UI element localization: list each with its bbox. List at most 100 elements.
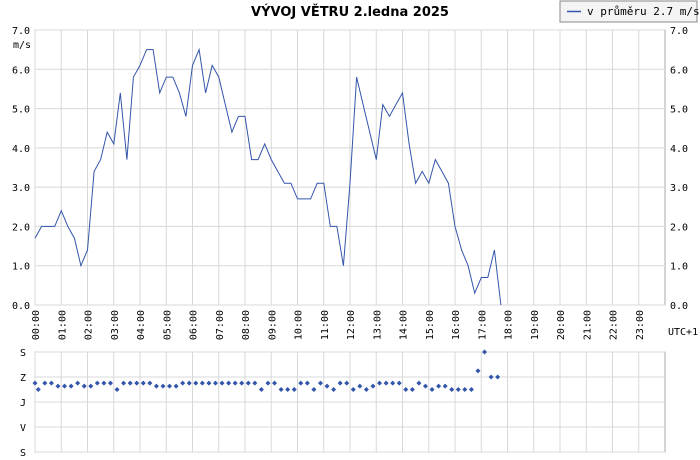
direction-point [232,380,238,386]
x-tick-label: 03:00 [110,310,121,340]
x-tick-label: 02:00 [84,310,95,340]
direction-point [377,380,383,386]
x-tick-label: 20:00 [556,310,567,340]
direction-point [265,380,271,386]
x-tick-label: 01:00 [57,310,68,340]
direction-point [32,380,38,386]
direction-point [153,383,159,389]
direction-point [167,383,173,389]
direction-point [206,380,212,386]
direction-point [81,383,87,389]
speed-y-tick-label: 0.0 [12,301,30,312]
direction-point [409,387,415,392]
direction-point [304,380,310,386]
direction-point [35,387,41,392]
direction-point [219,380,225,386]
x-tick-label: 18:00 [504,310,515,340]
time-x-ticks: 00:00 01:00 02:00 03:00 04:00 05:00 06:00 07:00… [31,310,646,340]
speed-y-tick-label-right: 6.0 [670,65,688,76]
direction-point [337,380,343,386]
x-tick-label: 00:00 [31,310,42,340]
speed-y-tick-label: 7.0 [12,26,30,37]
direction-point [173,383,179,389]
direction-point [278,387,284,392]
direction-point [75,380,81,386]
direction-grid [34,351,665,453]
direction-point [396,380,402,386]
x-tick-label: 08:00 [241,310,252,340]
direction-point [317,380,323,386]
direction-y-ticks: S V J Z S [20,348,26,459]
speed-y-tick-label-right: 4.0 [670,144,688,155]
speed-y-ticks-right: 0.0 1.0 2.0 3.0 4.0 5.0 6.0 7.0 [670,26,688,312]
y-axis-unit-label: m/s [13,40,31,51]
x-tick-label: 05:00 [162,310,173,340]
direction-y-tick-label: J [20,398,26,409]
speed-y-tick-label: 4.0 [12,144,30,155]
chart-title: VÝVOJ VĚTRU 2.ledna 2025 [251,4,449,20]
direction-point [403,387,409,392]
direction-point [252,380,258,386]
direction-point [449,387,455,392]
direction-point [101,380,107,386]
direction-point [370,383,376,389]
x-tick-label: 21:00 [582,310,593,340]
direction-point [298,380,304,386]
direction-point [48,380,54,386]
x-tick-label: 16:00 [451,310,462,340]
speed-line [34,47,502,306]
direction-point [363,387,369,392]
direction-point [324,383,330,389]
speed-y-ticks-left: 0.0 1.0 2.0 3.0 4.0 5.0 6.0 7.0 [12,26,30,312]
speed-grid [34,29,665,306]
direction-point [291,387,297,392]
speed-series [34,47,502,306]
speed-y-tick-label-right: 0.0 [670,301,688,312]
direction-point [140,380,146,386]
direction-point [429,387,435,392]
direction-point [442,383,448,389]
speed-y-tick-label: 2.0 [12,222,30,233]
direction-point [212,380,218,386]
x-axis-timezone-label: UTC+1 [668,327,698,338]
legend: v průměru 2.7 m/s [559,0,700,23]
speed-y-tick-label-right: 7.0 [670,26,688,37]
direction-point [199,380,205,386]
direction-point [475,368,481,374]
direction-point [468,387,474,392]
direction-point [55,383,61,389]
direction-point [331,387,337,392]
x-tick-label: 22:00 [609,310,620,340]
speed-y-tick-label: 3.0 [12,183,30,194]
direction-point [383,380,389,386]
x-tick-label: 14:00 [399,310,410,340]
direction-point [311,387,317,392]
direction-point [285,387,291,392]
speed-y-tick-label: 1.0 [12,262,30,273]
x-tick-label: 13:00 [372,310,383,340]
speed-y-tick-label-right: 2.0 [670,222,688,233]
x-tick-label: 07:00 [215,310,226,340]
direction-point [239,380,245,386]
x-tick-label: 12:00 [346,310,357,340]
direction-point [462,387,468,392]
direction-point [226,380,232,386]
direction-point [495,374,501,380]
direction-point [258,387,264,392]
x-tick-label: 09:00 [267,310,278,340]
direction-point [134,380,140,386]
direction-point [245,380,251,386]
direction-point [186,380,192,386]
speed-y-tick-label-right: 5.0 [670,105,688,116]
direction-point [488,374,494,380]
direction-point [193,380,199,386]
direction-point [147,380,153,386]
direction-point [436,383,442,389]
x-tick-label: 04:00 [136,310,147,340]
direction-point [272,380,278,386]
direction-point [107,380,113,386]
direction-point [94,380,100,386]
direction-y-tick-label: V [20,423,26,434]
direction-y-tick-label: S [20,448,26,459]
